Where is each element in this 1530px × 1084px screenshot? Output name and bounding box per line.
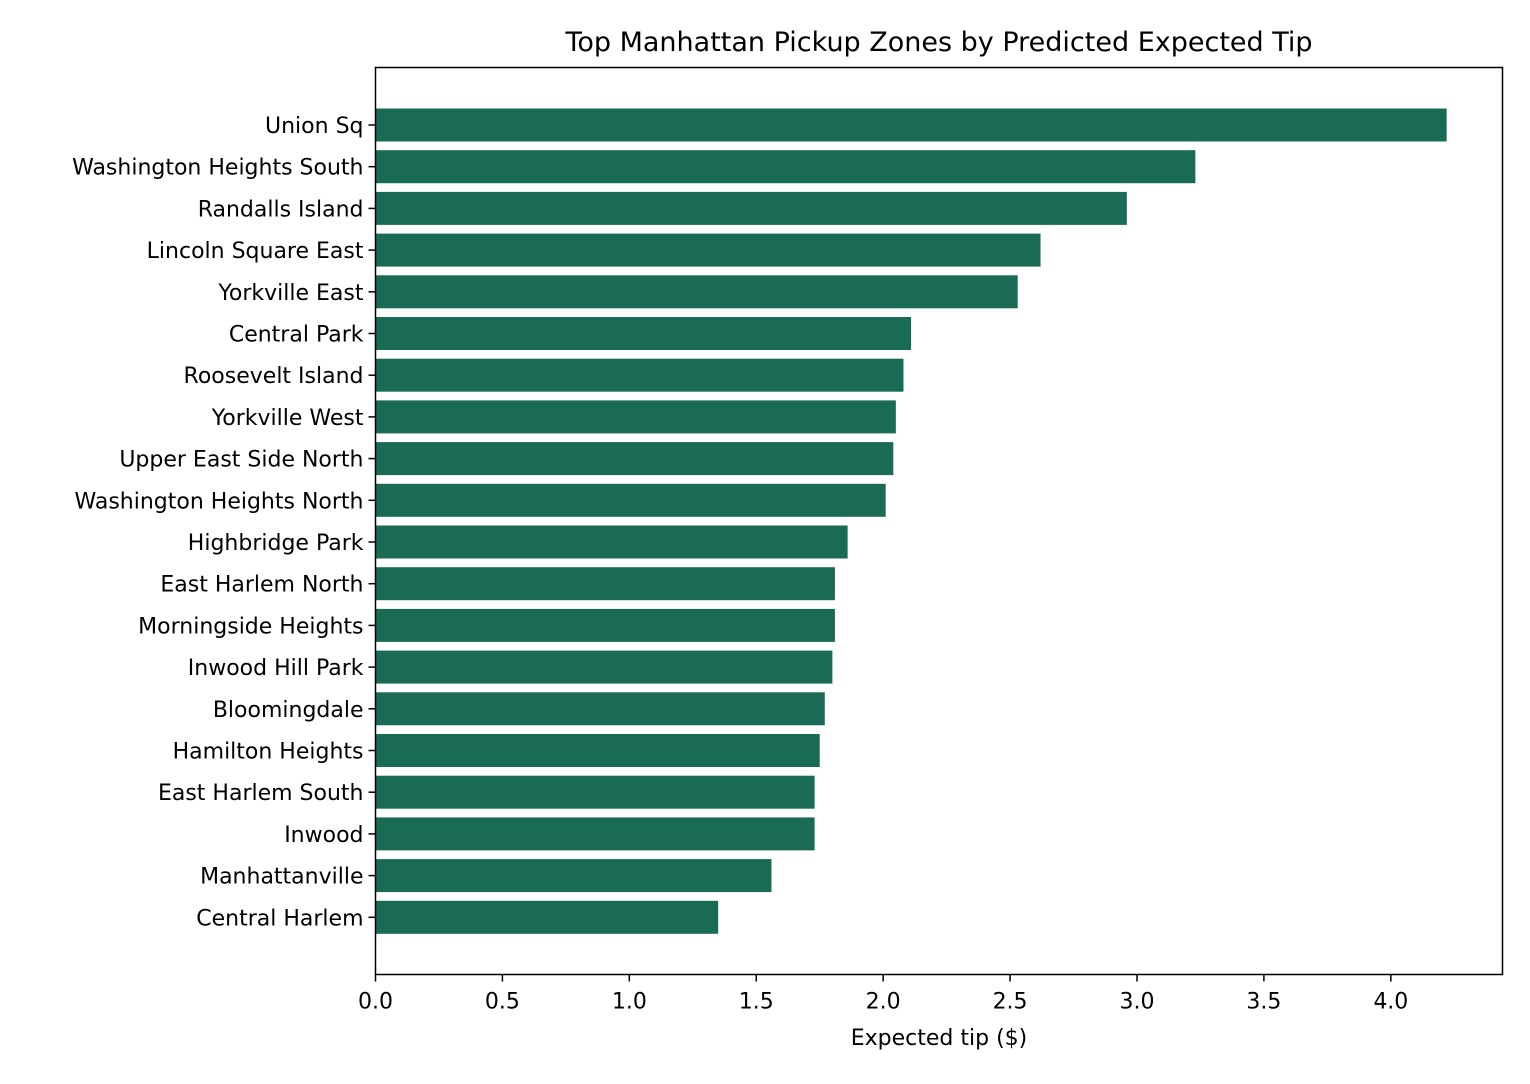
y-tick-label: Union Sq <box>265 114 363 139</box>
y-tick-label: Hamilton Heights <box>173 740 364 765</box>
x-tick-label: 2.0 <box>866 990 901 1015</box>
y-tick-label: Manhattanville <box>200 865 363 890</box>
y-tick-label: Central Harlem <box>196 906 363 931</box>
chart-title: Top Manhattan Pickup Zones by Predicted … <box>564 27 1312 58</box>
x-tick-label: 2.5 <box>993 990 1028 1015</box>
x-tick-label: 1.0 <box>612 990 647 1015</box>
bar <box>375 900 719 934</box>
y-tick-label: Roosevelt Island <box>184 364 364 389</box>
bar <box>375 108 1447 142</box>
x-tick-label: 0.0 <box>358 990 393 1015</box>
y-tick-label: Upper East Side North <box>119 448 363 473</box>
y-tick-label: Central Park <box>229 323 364 348</box>
bar <box>375 317 912 350</box>
bar <box>375 859 772 893</box>
y-tick-label: East Harlem North <box>160 573 363 598</box>
y-tick-label: Washington Heights South <box>72 156 363 181</box>
bar <box>375 150 1196 184</box>
bar <box>375 734 820 767</box>
bar <box>375 191 1127 225</box>
bar <box>375 525 848 559</box>
x-axis-label: Expected tip ($) <box>851 1026 1028 1051</box>
y-tick-label: Yorkville West <box>211 406 364 431</box>
y-tick-label: Morningside Heights <box>138 614 363 639</box>
y-tick-label: Randalls Island <box>198 197 364 222</box>
x-tick-label: 3.0 <box>1119 990 1154 1015</box>
y-tick-label: Highbridge Park <box>188 531 364 556</box>
x-tick-label: 1.5 <box>739 990 774 1015</box>
bar <box>375 233 1041 267</box>
bar <box>375 567 835 601</box>
bar <box>375 442 894 476</box>
y-tick-label: Washington Heights North <box>75 489 364 514</box>
plot-frame <box>374 66 1504 976</box>
y-tick-label: Bloomingdale <box>213 698 364 723</box>
y-tick-label: Inwood <box>284 823 363 848</box>
x-tick-label: 3.5 <box>1246 990 1281 1015</box>
bar <box>375 608 835 642</box>
x-tick-label: 0.5 <box>485 990 520 1015</box>
bar <box>375 775 815 809</box>
bar <box>375 650 833 684</box>
bar <box>375 275 1018 309</box>
y-tick-label: East Harlem South <box>158 781 364 806</box>
bar <box>375 358 904 392</box>
y-tick-label: Yorkville East <box>217 281 363 306</box>
bars-layer <box>375 108 1447 934</box>
y-tick-label: Lincoln Square East <box>147 239 364 264</box>
x-axis: 0.0 0.5 1.0 1.5 2.0 2.5 3.0 3.5 4.0 <box>358 974 1408 1015</box>
bar <box>375 692 825 726</box>
y-axis: Union Sq Washington Heights South Randalls… <box>72 114 376 931</box>
bar <box>375 400 896 434</box>
bar <box>375 483 886 517</box>
y-tick-label: Inwood Hill Park <box>188 656 364 681</box>
bar <box>375 817 815 851</box>
x-tick-label: 4.0 <box>1373 990 1408 1015</box>
